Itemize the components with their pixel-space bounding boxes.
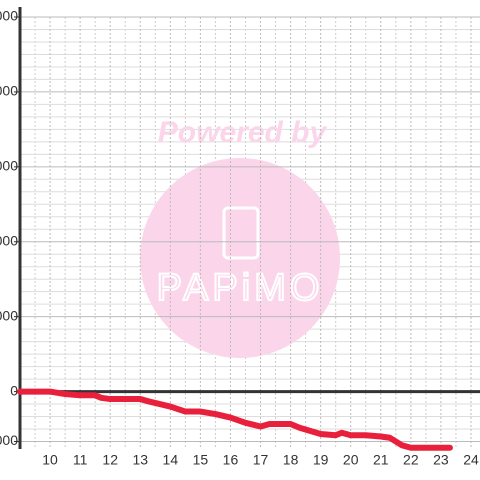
x-tick-label: 23 — [433, 452, 449, 468]
x-tick-label: 12 — [102, 452, 118, 468]
x-tick-label: 13 — [132, 452, 148, 468]
y-tick-label: 90,000 — [0, 158, 18, 174]
y-tick-label: 60,000 — [0, 232, 18, 248]
x-tick-label: 22 — [403, 452, 419, 468]
x-tick-label: 14 — [163, 452, 179, 468]
y-tick-label: 0 — [10, 382, 18, 398]
x-tick-label: 17 — [253, 452, 269, 468]
watermark-phone — [222, 206, 260, 260]
x-tick-label: 20 — [343, 452, 359, 468]
data-line — [17, 388, 453, 451]
x-tick-label: 16 — [223, 452, 239, 468]
watermark-text: Powered by — [158, 116, 328, 149]
x-tick-label: 11 — [73, 452, 88, 468]
y-tick-label: -20,000 — [0, 432, 18, 448]
watermark-logo: PAPiMO — [157, 267, 324, 309]
y-tick-label: 150,000 — [0, 8, 18, 24]
watermark: Powered by PAPiMO — [140, 116, 340, 358]
y-tick-label: 120,000 — [0, 83, 18, 99]
y-tick-label: 30,000 — [0, 307, 18, 323]
x-tick-label: 19 — [313, 452, 329, 468]
x-tick-label: 15 — [193, 452, 209, 468]
x-tick-label: 24 — [463, 452, 479, 468]
x-tick-label: 18 — [283, 452, 299, 468]
x-tick-label: 10 — [42, 452, 58, 468]
x-tick-label: 21 — [373, 452, 389, 468]
